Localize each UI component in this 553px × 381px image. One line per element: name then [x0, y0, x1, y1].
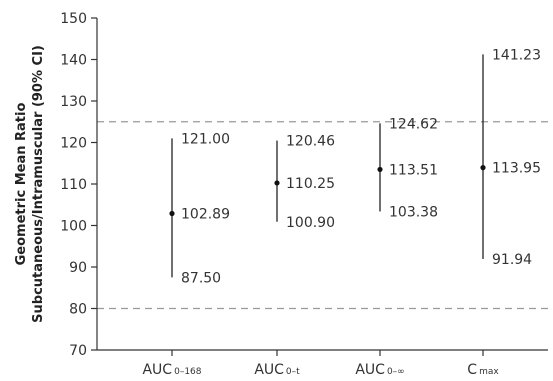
lower-ci-label: 103.38	[389, 204, 438, 220]
y-tick-label: 80	[69, 302, 87, 318]
y-tick-label: 140	[60, 53, 87, 69]
x-category-base: AUC	[142, 362, 172, 378]
upper-ci-label: 124.62	[389, 116, 438, 132]
x-category-subscript: max	[479, 367, 499, 377]
y-tick-label: 130	[60, 94, 87, 110]
x-category-base: AUC	[254, 362, 284, 378]
upper-ci-label: 121.00	[181, 131, 230, 147]
x-category-label: AUC 0–168	[142, 362, 201, 378]
x-category-subscript: 0–t	[286, 367, 300, 377]
mean-point	[274, 180, 280, 186]
y-tick-label: 90	[69, 260, 87, 276]
mean-label: 113.51	[389, 162, 438, 178]
x-category-label: AUC 0–∞	[355, 362, 404, 378]
y-tick-label: 110	[60, 177, 87, 193]
y-tick-label: 100	[60, 219, 87, 235]
x-category-base: AUC	[355, 362, 385, 378]
y-ticks: 70 80 90 100 110 120 130 140 150	[60, 11, 97, 359]
lower-ci-label: 100.90	[286, 215, 335, 231]
y-axis-title-line-2: Subcutaneous/Intramuscular (90% CI)	[31, 45, 46, 323]
mean-point	[480, 165, 486, 171]
ci-series: 121.00 102.89 87.50 120.46 110.25 100.90 124.6…	[169, 47, 541, 286]
lower-ci-label: 91.94	[492, 252, 532, 268]
x-category-subscript: 0–168	[174, 367, 202, 377]
y-axis-title: Geometric Mean Ratio Subcutaneous/Intram…	[14, 45, 46, 323]
upper-ci-label: 120.46	[286, 134, 335, 150]
mean-point	[377, 166, 383, 173]
x-category-base: C	[467, 362, 477, 378]
lower-ci-label: 87.50	[181, 270, 221, 286]
y-tick-label: 150	[60, 11, 87, 27]
mean-label: 113.95	[492, 161, 541, 177]
reference-lines	[97, 121, 548, 310]
x-category-subscript: 0–∞	[387, 367, 405, 377]
y-tick-label: 120	[60, 136, 87, 152]
mean-point	[169, 210, 175, 217]
upper-ci-label: 141.23	[492, 47, 541, 63]
mean-label: 102.89	[181, 207, 230, 223]
x-category-label: AUC 0–t	[254, 362, 300, 378]
y-tick-label: 70	[69, 343, 87, 359]
y-axis-title-line-1: Geometric Mean Ratio	[14, 103, 29, 266]
mean-label: 110.25	[286, 176, 335, 192]
